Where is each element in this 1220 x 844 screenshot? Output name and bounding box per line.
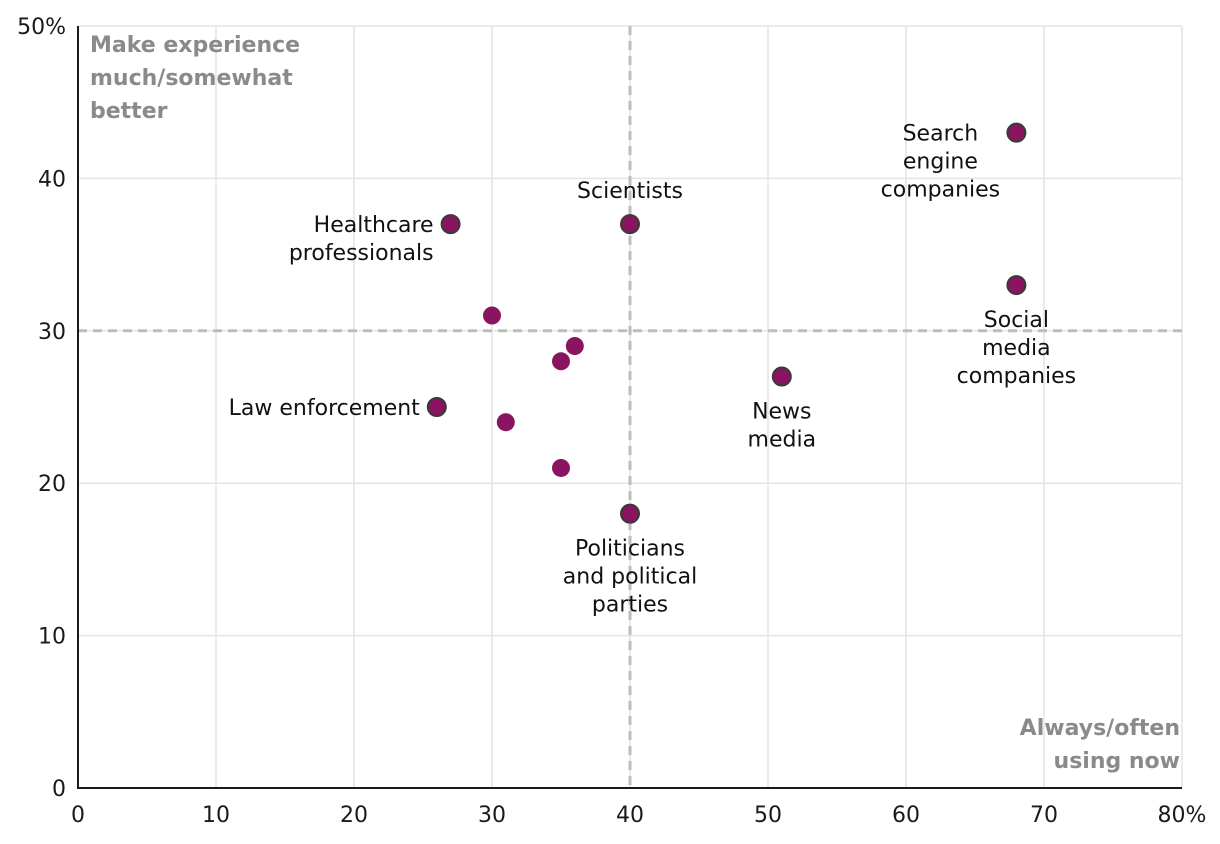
- point-label-line: parties: [592, 593, 668, 618]
- y-tick-label: 30: [38, 320, 66, 345]
- point-label-line: News: [752, 400, 811, 425]
- corner-notes: Make experience much/somewhat better Always…: [90, 33, 1180, 774]
- point-label: Social media companies: [957, 308, 1077, 389]
- y-tick-label: 0: [52, 777, 66, 802]
- x-tick-label: 10: [202, 803, 230, 828]
- point-label-line: professionals: [289, 241, 434, 266]
- scatter-point: [496, 413, 515, 432]
- reference-lines: [78, 26, 1182, 788]
- point-label: Scientists: [577, 179, 683, 204]
- point-label-line: Social: [984, 308, 1049, 333]
- scatter-point: [620, 503, 640, 524]
- point-label-line: companies: [881, 178, 1001, 203]
- y-axis-title: much/somewhat: [90, 66, 293, 91]
- x-tick-label: 0: [71, 803, 85, 828]
- x-tick-label: 30: [478, 803, 506, 828]
- scatter-point: [483, 306, 501, 325]
- point-label-line: Law enforcement: [229, 396, 421, 421]
- scatter-point: [552, 352, 570, 371]
- scatter-point: [552, 458, 570, 477]
- scatter-point: [1006, 122, 1027, 143]
- point-label-line: and political: [563, 565, 697, 590]
- y-tick-label: 10: [38, 625, 66, 650]
- point-label-line: engine: [903, 150, 978, 175]
- point-label-line: Healthcare: [314, 213, 434, 238]
- x-tick-label: 70: [1030, 803, 1058, 828]
- point-label: Law enforcement: [229, 396, 421, 421]
- point-label-line: Scientists: [577, 179, 683, 204]
- point-label: Healthcare professionals: [289, 213, 434, 266]
- point-label-line: companies: [957, 364, 1077, 389]
- x-axis-title: using now: [1054, 749, 1180, 774]
- scatter-point: [565, 337, 584, 356]
- point-labels: Search engine companies Scientists Healthcar…: [229, 122, 1076, 618]
- data-points: [426, 122, 1027, 524]
- point-label: News media: [748, 400, 817, 453]
- scatter-point: [1006, 275, 1027, 296]
- x-tick-label: 40: [616, 803, 644, 828]
- x-tick-label: 80%: [1158, 803, 1207, 828]
- y-axis-title: Make experience: [90, 33, 300, 58]
- y-tick-label: 20: [38, 472, 66, 497]
- point-label-line: media: [748, 428, 817, 453]
- x-tick-label: 20: [340, 803, 368, 828]
- point-label-line: media: [982, 336, 1051, 361]
- scatter-point: [426, 397, 447, 417]
- y-tick-label: 50%: [17, 15, 66, 40]
- x-tick-label: 50: [754, 803, 782, 828]
- point-label-line: Search: [903, 122, 979, 147]
- scatter-point: [771, 366, 792, 387]
- y-tick-label: 40: [38, 167, 66, 192]
- x-axis-title: Always/often: [1020, 716, 1180, 741]
- axes: [77, 26, 1182, 789]
- scatter-point: [620, 214, 640, 235]
- scatter-point: [440, 214, 461, 235]
- x-tick-label: 60: [892, 803, 920, 828]
- point-label: Search engine companies: [881, 122, 1001, 203]
- tick-labels: 0 10 20 30 40 50 60 70 80% 0 10 20 30 40 50%: [17, 15, 1206, 828]
- point-label: Politicians and political parties: [563, 537, 697, 618]
- y-axis-title: better: [90, 99, 168, 124]
- point-label-line: Politicians: [575, 537, 685, 562]
